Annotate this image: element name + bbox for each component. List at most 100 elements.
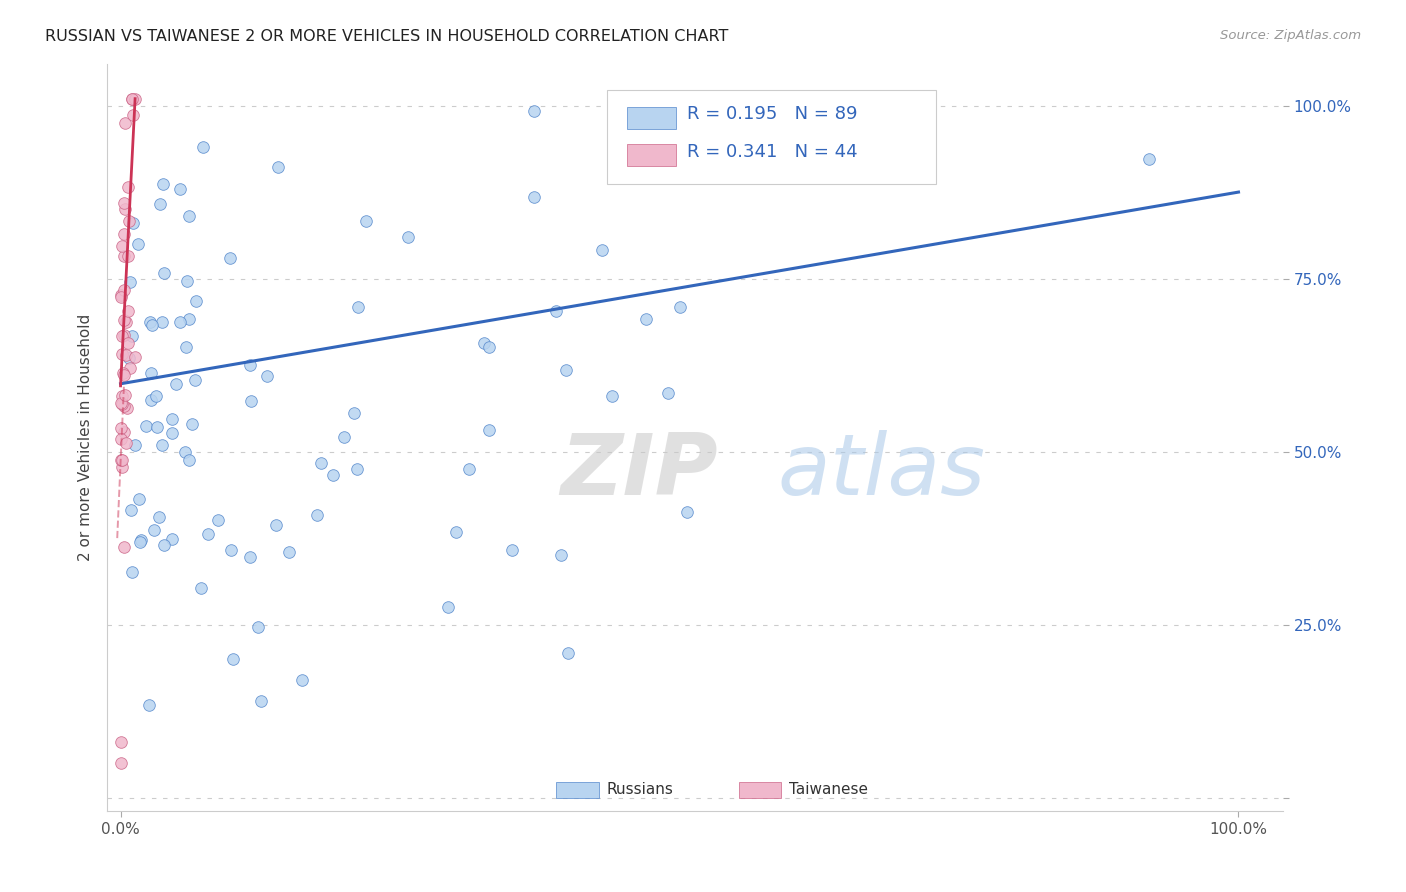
Point [169, 181, 191, 195]
Point [307, 508, 329, 522]
Point [356, 214, 378, 228]
Point [115, 348, 138, 362]
Point [457, 462, 479, 476]
Text: atlas: atlas [778, 430, 986, 513]
Point [478, 340, 501, 354]
Point [110, 420, 132, 434]
Point [111, 239, 134, 253]
Point [112, 313, 135, 327]
Point [121, 565, 143, 579]
Point [239, 358, 262, 372]
Point [634, 311, 657, 326]
FancyBboxPatch shape [607, 90, 936, 184]
Point [117, 249, 139, 263]
Point [219, 542, 242, 557]
Point [160, 425, 183, 440]
Point [114, 202, 136, 216]
Bar [557, 781, 599, 798]
Point [179, 209, 201, 223]
Bar [738, 781, 782, 798]
Point [110, 756, 132, 770]
Point [114, 368, 136, 383]
Point [267, 160, 290, 174]
Point [124, 437, 146, 451]
Text: Source: ZipAtlas.com: Source: ZipAtlas.com [1220, 29, 1361, 42]
Point [557, 646, 579, 660]
Point [110, 389, 132, 403]
Point [138, 698, 160, 712]
Point [121, 329, 143, 343]
Point [550, 548, 572, 562]
Point [139, 366, 162, 380]
Point [111, 459, 134, 474]
Point [501, 542, 523, 557]
Point [184, 373, 207, 387]
Point [138, 315, 160, 329]
Point [128, 492, 150, 507]
Point [602, 389, 624, 403]
Point [668, 300, 690, 314]
Point [129, 535, 152, 549]
Point [657, 385, 679, 400]
Point [160, 412, 183, 426]
Point [724, 152, 747, 166]
Point [165, 376, 187, 391]
Text: Taiwanese: Taiwanese [789, 782, 869, 797]
Point [117, 335, 139, 350]
Point [121, 92, 143, 106]
Point [250, 694, 273, 708]
Point [122, 108, 145, 122]
Point [256, 368, 278, 383]
Point [523, 103, 546, 118]
Point [127, 237, 149, 252]
Bar [627, 107, 676, 129]
Point [309, 456, 332, 470]
Point [117, 304, 139, 318]
Point [122, 216, 145, 230]
Text: R = 0.195   N = 89: R = 0.195 N = 89 [688, 105, 858, 123]
Point [110, 735, 132, 749]
Point [118, 351, 141, 365]
Point [112, 284, 135, 298]
Point [150, 315, 173, 329]
Point [111, 346, 134, 360]
Point [124, 92, 146, 106]
Point [139, 393, 162, 408]
Point [120, 275, 142, 289]
Point [444, 524, 467, 539]
Point [112, 227, 135, 242]
Point [114, 388, 136, 402]
Point [152, 177, 174, 191]
Point [675, 505, 697, 519]
Point [555, 363, 578, 377]
Point [124, 351, 146, 365]
Point [264, 517, 287, 532]
Point [115, 435, 138, 450]
Point [347, 300, 370, 314]
Point [112, 366, 135, 380]
Point [176, 274, 198, 288]
Point [115, 401, 138, 416]
Point [112, 541, 135, 555]
Point [278, 545, 301, 559]
Point [169, 315, 191, 329]
Point [239, 549, 262, 564]
Point [111, 328, 134, 343]
Text: RUSSIAN VS TAIWANESE 2 OR MORE VEHICLES IN HOUSEHOLD CORRELATION CHART: RUSSIAN VS TAIWANESE 2 OR MORE VEHICLES … [45, 29, 728, 44]
Point [219, 252, 242, 266]
Point [112, 425, 135, 439]
Point [174, 340, 197, 354]
Point [197, 527, 219, 541]
Bar [627, 144, 676, 167]
Point [177, 312, 200, 326]
Point [145, 389, 167, 403]
Point [110, 288, 132, 302]
Point [333, 430, 356, 444]
Point [114, 116, 136, 130]
Point [186, 293, 208, 308]
Point [150, 438, 173, 452]
Point [247, 620, 270, 634]
Point [546, 304, 568, 318]
Point [437, 600, 460, 615]
Point [1137, 153, 1160, 167]
